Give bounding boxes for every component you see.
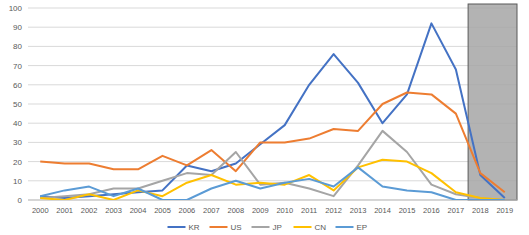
x-tick-label: 2006: [179, 206, 196, 215]
x-tick-label: 2009: [252, 206, 269, 215]
grid-line: [28, 180, 517, 181]
series-line: [40, 167, 505, 200]
x-tick-label: 2015: [399, 206, 416, 215]
y-tick-label: 20: [13, 158, 22, 167]
x-tick-label: 2004: [130, 206, 147, 215]
x-tick-label: 2001: [56, 206, 73, 215]
x-tick-label: 2013: [350, 206, 367, 215]
plot-area: [40, 23, 505, 200]
x-tick-label: 2000: [32, 206, 49, 215]
y-tick-label: 90: [13, 23, 22, 32]
y-tick-label: 30: [13, 138, 22, 147]
x-tick-label: 2002: [81, 206, 98, 215]
grid-line: [28, 161, 517, 162]
x-tick-label: 2019: [496, 206, 513, 215]
grid-line: [28, 84, 517, 85]
y-tick-label: 60: [13, 81, 22, 90]
x-tick-label: 2012: [325, 206, 342, 215]
legend-swatch: [252, 226, 270, 228]
chart: 0 10 20 30 40 50 60 70 80 90 100 2000 2001 2002 2003 20…: [0, 0, 529, 235]
x-tick-label: 2007: [203, 206, 220, 215]
shaded-region: [468, 4, 517, 200]
x-axis: [28, 200, 517, 201]
grid-line: [28, 200, 517, 201]
legend-label: CN: [315, 223, 327, 232]
grid-line: [28, 65, 517, 66]
legend-swatch: [210, 226, 228, 228]
x-tick-label: 2016: [423, 206, 440, 215]
x-tick-label: 2011: [301, 206, 317, 215]
legend-label: US: [231, 223, 242, 232]
x-tick-label: 2008: [227, 206, 244, 215]
y-tick-label: 0: [18, 196, 23, 205]
x-tick-label: 2005: [154, 206, 171, 215]
grid-line: [28, 8, 517, 9]
legend-label: JP: [273, 223, 282, 232]
y-tick-label: 50: [13, 100, 22, 109]
x-tick-label: 2003: [105, 206, 122, 215]
y-tick-label: 100: [9, 4, 23, 13]
legend-label: KR: [189, 223, 200, 232]
series-line: [40, 92, 505, 192]
y-tick-label: 10: [13, 177, 22, 186]
x-tick-label: 2014: [374, 206, 391, 215]
series-line: [40, 131, 505, 200]
y-tick-label: 80: [13, 42, 22, 51]
legend-swatch: [294, 226, 312, 228]
legend-swatch: [168, 226, 186, 228]
y-tick-label: 70: [13, 62, 22, 71]
grid-line: [28, 123, 517, 124]
series-line: [40, 160, 505, 200]
x-tick-label: 2018: [472, 206, 489, 215]
grid-line: [28, 27, 517, 28]
y-tick-label: 40: [13, 119, 22, 128]
legend-swatch: [336, 226, 354, 228]
legend-label: EP: [357, 223, 368, 232]
x-tick-label: 2017: [448, 206, 465, 215]
x-tick-label: 2010: [276, 206, 293, 215]
series-line: [40, 23, 505, 198]
